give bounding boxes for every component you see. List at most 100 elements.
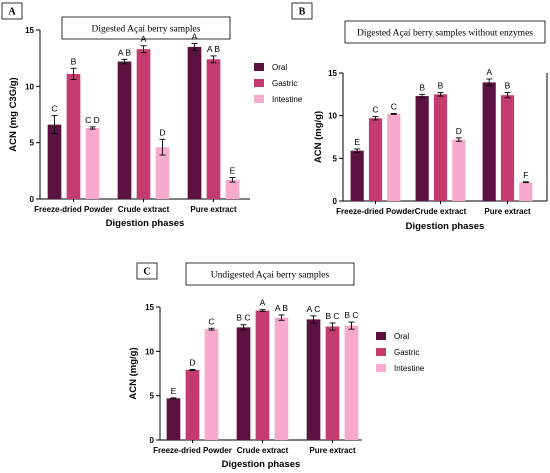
x-tick-label: Crude extract xyxy=(237,446,289,455)
bar-intestine xyxy=(204,329,219,440)
significance-label: A xyxy=(192,32,198,42)
legend-swatch-intestine xyxy=(254,95,264,103)
x-axis-title: Digestion phases xyxy=(406,221,485,232)
bar-intestine xyxy=(519,182,533,201)
chart-title-box xyxy=(185,262,355,286)
panel-letter: B xyxy=(299,7,306,18)
x-tick-label: Crude extract xyxy=(118,205,170,214)
significance-label: B xyxy=(419,82,425,92)
y-axis-title: ACN (mg/g) xyxy=(313,111,324,163)
significance-label: E xyxy=(171,386,177,396)
panel-letter-box xyxy=(136,262,158,280)
significance-label: B xyxy=(438,81,444,91)
chart-title-box xyxy=(61,16,231,40)
legend-label: Intestine xyxy=(394,364,425,373)
significance-label: C xyxy=(51,104,57,114)
legend-swatch-intestine xyxy=(376,364,386,372)
bar-oral xyxy=(117,61,132,200)
legend-label: Gastric xyxy=(272,79,297,88)
bar-gastric xyxy=(136,49,151,199)
significance-label: A B xyxy=(275,303,289,313)
bar-oral xyxy=(166,398,181,440)
legend-swatch-oral xyxy=(254,63,264,71)
significance-label: C D xyxy=(85,115,100,125)
chart-panel-b: B Digested Açaí berry samples without enz… xyxy=(291,2,548,232)
x-tick-label: Pure extract xyxy=(484,207,531,216)
bar-gastric xyxy=(368,118,383,201)
x-tick-label: Pure extract xyxy=(309,446,356,455)
bar-intestine xyxy=(225,179,240,199)
legend-label: Gastric xyxy=(394,348,419,357)
bar-intestine xyxy=(155,147,170,199)
chart-title: Digested Açaí berry samples without enzy… xyxy=(357,29,533,39)
bar-oral xyxy=(306,319,321,440)
chart-title: Undigested Açaí berry samples xyxy=(211,271,330,281)
y-tick-label: 10 xyxy=(25,82,34,91)
bar-gastric xyxy=(500,95,515,201)
significance-label: D xyxy=(456,126,462,136)
y-tick-label: 15 xyxy=(328,69,337,78)
y-axis-title: ACN (mg/g) xyxy=(128,347,139,399)
legend-swatch-gastric xyxy=(376,348,386,356)
bar-intestine xyxy=(452,139,466,201)
y-tick-label: 5 xyxy=(30,139,35,148)
significance-label: E xyxy=(230,166,236,176)
significance-label: C xyxy=(391,102,397,112)
y-tick-label: 10 xyxy=(328,112,337,121)
significance-label: A xyxy=(260,298,266,308)
bar-intestine xyxy=(387,113,401,201)
significance-label: F xyxy=(523,170,528,180)
significance-label: B C xyxy=(236,313,250,323)
significance-label: D xyxy=(159,127,165,137)
legend-label: Oral xyxy=(394,332,409,341)
significance-label: A xyxy=(486,67,492,77)
bar-intestine xyxy=(344,325,359,440)
bar-gastric xyxy=(185,369,200,440)
legend-label: Intestine xyxy=(272,95,303,104)
bar-intestine xyxy=(274,317,289,440)
bar-oral xyxy=(236,327,251,440)
x-axis-title: Digestion phases xyxy=(222,459,301,470)
bar-gastric xyxy=(433,94,448,201)
significance-label: C xyxy=(372,105,378,115)
chart-title-box xyxy=(344,20,546,44)
bar-oral xyxy=(47,124,62,199)
y-tick-label: 5 xyxy=(333,154,338,163)
significance-label: D xyxy=(189,358,195,368)
y-axis-title: ACN (mg C3G/g) xyxy=(8,77,19,151)
bar-gastric xyxy=(325,326,340,440)
bar-oral xyxy=(482,82,496,201)
y-tick-label: 0 xyxy=(150,436,155,445)
bar-gastric xyxy=(66,73,81,199)
legend-swatch-oral xyxy=(376,332,386,340)
panel-letter: A xyxy=(8,7,16,18)
x-axis-title: Digestion phases xyxy=(106,218,185,229)
y-tick-label: 0 xyxy=(30,195,35,204)
y-tick-label: 15 xyxy=(25,26,34,35)
bar-oral xyxy=(187,46,202,200)
significance-label: E xyxy=(354,137,360,147)
legend-swatch-gastric xyxy=(254,79,264,87)
bar-gastric xyxy=(255,310,270,440)
bar-intestine xyxy=(85,128,100,199)
y-tick-label: 15 xyxy=(145,303,154,312)
x-tick-label: Crude extract xyxy=(415,207,467,216)
x-tick-label: Freeze-dried Powder xyxy=(153,446,232,455)
bar-gastric xyxy=(206,59,221,199)
significance-label: B C xyxy=(344,310,358,320)
significance-label: C xyxy=(208,316,214,326)
y-tick-label: 0 xyxy=(333,197,338,206)
chart-panel-c: C Undigested Açaí berry samples 0 5 10 15 ACN … xyxy=(128,262,425,470)
significance-label: A xyxy=(141,34,147,44)
significance-label: B xyxy=(71,56,77,66)
significance-label: B xyxy=(505,81,511,91)
significance-label: A C xyxy=(307,304,321,314)
y-tick-label: 10 xyxy=(145,347,154,356)
panel-letter-box xyxy=(1,2,23,20)
significance-label: A B xyxy=(207,44,221,54)
panel-letter: C xyxy=(143,267,150,278)
bar-oral xyxy=(350,150,364,201)
legend-label: Oral xyxy=(272,63,287,72)
